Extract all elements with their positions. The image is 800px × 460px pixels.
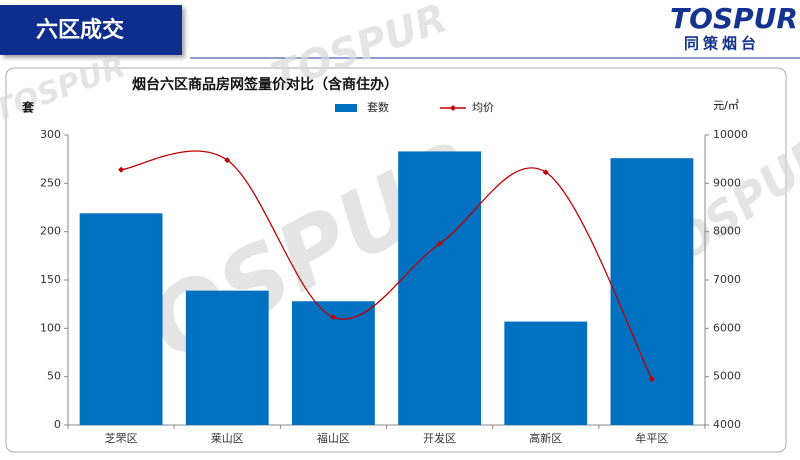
y2-tick-label: 9000 (713, 176, 741, 189)
legend-label: 均价 (472, 101, 494, 114)
y2-tick-label: 5000 (713, 370, 741, 383)
x-tick-label: 牟平区 (635, 431, 668, 445)
y-tick-label: 200 (40, 225, 61, 238)
x-tick-label: 芝罘区 (105, 432, 138, 445)
legend-marker (450, 105, 456, 111)
bar (610, 158, 694, 425)
x-tick-label: 高新区 (529, 431, 562, 445)
point-marker (436, 240, 443, 247)
y-tick-label: 150 (40, 273, 61, 286)
x-tick-label: 莱山区 (211, 432, 244, 445)
point-marker (330, 314, 337, 321)
logo: TOSPUR (670, 2, 798, 35)
y2-tick-label: 8000 (713, 225, 741, 238)
y2-tick-label: 6000 (713, 321, 741, 334)
y-axis-label: 套 (21, 100, 35, 115)
bar (504, 321, 588, 425)
y-tick-label: 0 (54, 418, 61, 431)
chart-frame (5, 67, 787, 453)
y2-tick-label: 10000 (713, 128, 748, 141)
x-tick-label: 开发区 (423, 431, 456, 445)
legend-swatch (335, 104, 357, 112)
point-marker (224, 157, 231, 164)
header-title: 六区成交 (36, 17, 124, 43)
y2-tick-label: 4000 (713, 418, 741, 431)
bar (79, 213, 163, 425)
chart-title: 烟台六区商品房网签量价对比（含商住办） (132, 76, 398, 93)
bar (398, 151, 481, 425)
y-tick-label: 100 (40, 321, 61, 334)
point-marker (648, 376, 655, 383)
point-marker (118, 166, 125, 173)
logo-sub: 同策烟台 (684, 35, 760, 53)
bar (292, 301, 375, 425)
y2-tick-label: 7000 (713, 273, 741, 286)
point-marker (542, 169, 549, 176)
y-tick-label: 250 (40, 176, 61, 189)
y-tick-label: 50 (47, 370, 61, 383)
x-tick-label: 福山区 (317, 431, 350, 445)
legend-label: 套数 (367, 101, 389, 114)
y-tick-label: 300 (40, 128, 61, 141)
header-box (0, 5, 182, 55)
y2-axis-label: 元/㎡ (713, 99, 739, 112)
bar (185, 290, 269, 425)
watermark: TOSPUR (0, 49, 130, 129)
